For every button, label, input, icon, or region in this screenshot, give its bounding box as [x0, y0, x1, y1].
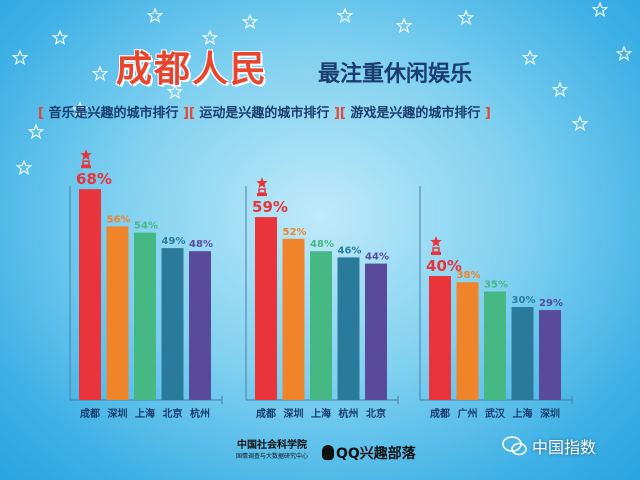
chart-0-bar-3: [161, 248, 184, 400]
chart-2-trophy-icon: [432, 247, 440, 253]
chart-1-bar-4: [365, 263, 387, 400]
watermark: 中国指数: [532, 438, 597, 457]
star-icon-12: [27, 123, 45, 140]
star-icon-3: [166, 83, 184, 100]
star-icon-5: [336, 7, 354, 24]
chart-1-bar-0: [255, 217, 277, 400]
chart-1-trophy-star-icon: [256, 177, 268, 188]
chart-0-trophy-base-icon: [81, 165, 91, 169]
chart-0-category-label-4: 杭州: [190, 407, 210, 420]
chart-0-bar-1: [106, 226, 129, 400]
star-icon-7: [457, 9, 475, 26]
star-icon-6: [395, 17, 413, 34]
chart-2-category-label-4: 深圳: [540, 407, 560, 420]
chart-0-value-label-1: 56%: [107, 214, 131, 225]
star-icon-1: [91, 65, 109, 82]
chart-1-category-label-3: 杭州: [339, 407, 359, 420]
chart-1-value-label-3: 46%: [338, 245, 362, 256]
star-icon-17: [241, 13, 259, 30]
chart-0-bar-0: [79, 189, 101, 400]
chart-1-category-label-1: 深圳: [284, 407, 304, 420]
chart-1-value-label-2: 48%: [310, 239, 334, 250]
star-icon-15: [571, 115, 589, 132]
chart-1-bar-1: [282, 238, 305, 400]
chart-2-value-label-1: 38%: [457, 270, 481, 281]
chart-0-category-label-3: 北京: [163, 407, 183, 420]
star-icon-13: [15, 159, 33, 176]
chart-2-bar-0: [429, 276, 451, 400]
footer-org: 中国社会科学院 国情调查与大数据研究中心: [236, 440, 308, 462]
chart-0-trophy-icon: [82, 160, 90, 166]
chart-1-trophy-icon: [258, 188, 266, 194]
chart-2-bar-2: [484, 291, 506, 400]
chart-0-category-label-2: 上海: [135, 407, 155, 420]
star-icon-10: [615, 45, 633, 62]
star-icon-16: [71, 101, 89, 118]
chart-subtitle-games: 游戏是兴趣的城市排行: [350, 106, 481, 121]
footer-org-sub: 国情调查与大数据研究中心: [236, 453, 309, 460]
page-title: 成都人民: [116, 49, 269, 90]
chart-2-category-label-3: 上海: [513, 407, 533, 420]
chart-2-value-label-0: 40%: [426, 257, 462, 275]
chart-2-bar-3: [511, 307, 534, 400]
chart-2-bar-4: [539, 310, 561, 400]
chart-2-category-label-1: 广州: [458, 407, 478, 420]
chart-0-bar-2: [134, 232, 156, 400]
star-icon-9: [591, 1, 609, 18]
chart-1-trophy-base-icon: [257, 193, 267, 197]
qq-penguin-icon: [322, 445, 334, 460]
chart-1-value-label-4: 44%: [365, 252, 389, 263]
star-icon-2: [146, 7, 164, 24]
chart-2-value-label-3: 30%: [512, 295, 536, 306]
chart-1-category-label-2: 上海: [311, 407, 331, 420]
chart-0-trophy-star-icon: [80, 149, 92, 161]
chart-2-value-label-4: 29%: [539, 298, 563, 309]
chart-1-category-label-0: 成都: [256, 407, 276, 420]
chart-0-value-label-3: 49%: [162, 236, 186, 247]
chart-0-bar-4: [189, 251, 211, 400]
footer-qq-label: QQ兴趣部落: [336, 446, 416, 462]
chart-subtitles: [ 音乐是兴趣的城市排行 ][ 运动是兴趣的城市排行 ][ 游戏是兴趣的城市排行…: [38, 106, 491, 121]
chart-0-value-label-0: 68%: [76, 170, 112, 188]
chart-0-category-label-1: 深圳: [108, 407, 128, 420]
chart-1-bar-3: [337, 257, 360, 400]
chart-2-trophy-star-icon: [430, 236, 442, 247]
wechat-icon: [502, 436, 527, 456]
chart-subtitle-sports: 运动是兴趣的城市排行: [199, 106, 330, 121]
star-icon-11: [11, 49, 29, 66]
star-icon-8: [521, 49, 539, 66]
star-icon-0: [51, 29, 69, 46]
chart-1-bar-2: [310, 251, 332, 400]
star-icon-14: [551, 81, 569, 98]
chart-1-value-label-1: 52%: [283, 227, 307, 238]
chart-1-value-label-0: 59%: [252, 198, 288, 216]
chart-0-value-label-2: 54%: [134, 221, 158, 232]
page-subtitle: 最注重休闲娱乐: [318, 62, 473, 87]
chart-0-value-label-4: 48%: [189, 239, 213, 250]
footer-org-name: 中国社会科学院: [237, 440, 307, 451]
star-icon-4: [201, 29, 219, 46]
chart-0-category-label-0: 成都: [80, 407, 100, 420]
chart-2-bar-1: [456, 282, 479, 400]
chart-1-category-label-4: 北京: [366, 407, 386, 420]
chart-subtitle-music: 音乐是兴趣的城市排行: [48, 106, 179, 121]
chart-2-category-label-2: 武汉: [485, 407, 506, 420]
footer-qq: QQ兴趣部落: [322, 443, 416, 463]
chart-2-trophy-base-icon: [431, 252, 441, 255]
chart-2-category-label-0: 成都: [430, 407, 450, 420]
chart-2-value-label-2: 35%: [484, 280, 508, 291]
